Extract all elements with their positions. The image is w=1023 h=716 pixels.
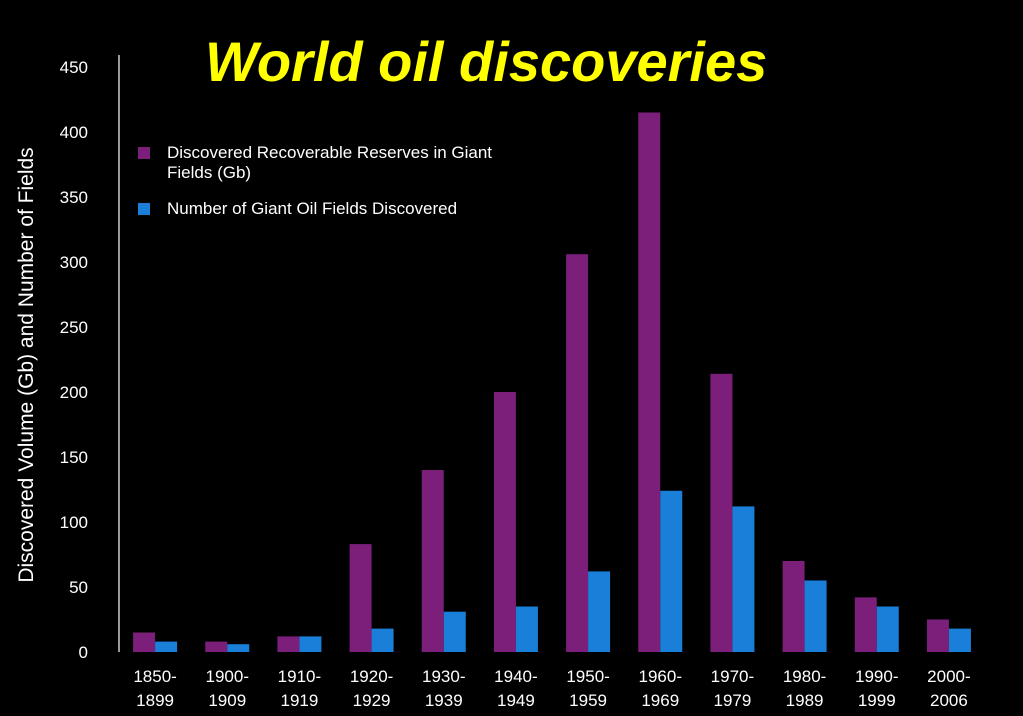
bar-fields <box>155 641 178 652</box>
x-tick-label: 1960- <box>639 667 682 686</box>
y-axis-label: Discovered Volume (Gb) and Number of Fie… <box>15 147 38 583</box>
bar-reserves <box>710 373 733 652</box>
bar-fields <box>588 571 611 652</box>
x-tick-label: 1950- <box>566 667 609 686</box>
bar-fields <box>299 636 322 652</box>
legend: Discovered Recoverable Reserves in Giant… <box>138 143 517 235</box>
legend-label-fields: Number of Giant Oil Fields Discovered <box>167 199 458 218</box>
x-tick-label: 1910- <box>278 667 321 686</box>
y-tick-label: 0 <box>79 643 88 662</box>
bar-reserves <box>782 561 805 652</box>
bar-fields <box>227 644 250 652</box>
bar-fields <box>660 490 683 652</box>
bar-fields <box>948 628 971 652</box>
y-tick-label: 100 <box>60 513 88 532</box>
chart-title: World oil discoveries <box>205 30 768 93</box>
bar-reserves <box>277 636 300 652</box>
x-tick-label: 1850- <box>133 667 176 686</box>
y-tick-label: 300 <box>60 253 88 272</box>
x-tick-label: 1920- <box>350 667 393 686</box>
bar-reserves <box>566 254 589 652</box>
bar-reserves <box>205 641 228 652</box>
legend-label-reserves: Discovered Recoverable Reserves in Giant… <box>167 143 493 182</box>
x-tick-label: 1979 <box>714 691 752 710</box>
bar-reserves <box>133 632 156 652</box>
bar-reserves <box>493 392 516 652</box>
legend-item-fields: Number of Giant Oil Fields Discovered <box>138 199 517 219</box>
x-tick-label: 1980- <box>783 667 826 686</box>
x-tick-label: 1919 <box>281 691 319 710</box>
y-tick-label: 350 <box>60 188 88 207</box>
bar-reserves <box>421 470 444 652</box>
x-tick-label: 1900- <box>206 667 249 686</box>
x-tick-label: 1959 <box>569 691 607 710</box>
bar-fields <box>732 506 755 652</box>
x-tick-label: 1899 <box>136 691 174 710</box>
y-tick-label: 250 <box>60 318 88 337</box>
y-tick-label: 50 <box>69 578 88 597</box>
y-tick-label: 400 <box>60 123 88 142</box>
bar-fields <box>371 628 394 652</box>
x-tick-label: 1990- <box>855 667 898 686</box>
x-tick-label: 1940- <box>494 667 537 686</box>
x-tick-label: 1969 <box>641 691 679 710</box>
y-tick-label: 150 <box>60 448 88 467</box>
x-tick-label: 1909 <box>208 691 246 710</box>
legend-item-reserves: Discovered Recoverable Reserves in Giant… <box>138 143 517 183</box>
y-tick-label: 450 <box>60 58 88 77</box>
legend-swatch-reserves <box>138 147 150 159</box>
legend-swatch-fields <box>138 203 150 215</box>
bar-reserves <box>926 619 949 652</box>
bar-reserves <box>349 544 372 652</box>
y-tick-label: 200 <box>60 383 88 402</box>
x-tick-label: 1999 <box>858 691 896 710</box>
bar-fields <box>876 606 899 652</box>
bar-reserves <box>638 112 661 652</box>
x-tick-label: 1989 <box>786 691 824 710</box>
bar-fields <box>443 611 466 652</box>
x-tick-label: 1970- <box>711 667 754 686</box>
x-tick-label: 1929 <box>353 691 391 710</box>
bar-fields <box>804 580 827 652</box>
x-tick-label: 1939 <box>425 691 463 710</box>
bar-fields <box>515 606 538 652</box>
x-tick-label: 1930- <box>422 667 465 686</box>
x-tick-label: 1949 <box>497 691 535 710</box>
x-tick-label: 2006 <box>930 691 968 710</box>
x-tick-label: 2000- <box>927 667 970 686</box>
bar-reserves <box>854 597 877 652</box>
